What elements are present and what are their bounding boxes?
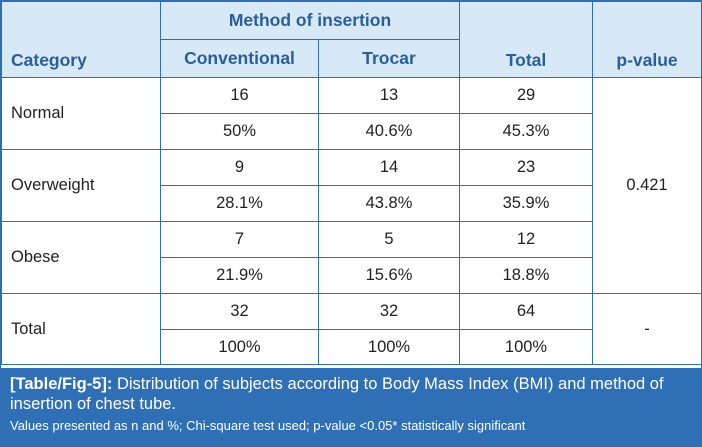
p-value-total-cell: - <box>592 293 702 365</box>
conventional-percent: 50% <box>160 113 319 150</box>
conventional-count: 9 <box>160 149 319 186</box>
total-percent: 18.8% <box>459 257 594 294</box>
header-conventional: Conventional <box>160 39 319 78</box>
total-count: 23 <box>459 149 594 186</box>
bmi-distribution-table: Category Method of insertion Total p-val… <box>1 1 702 365</box>
trocar-count: 14 <box>317 149 461 186</box>
figure-label: [Table/Fig-5]: <box>10 375 113 393</box>
conventional-count: 16 <box>160 77 319 114</box>
header-category: Category <box>1 1 161 78</box>
header-row-1: Category Method of insertion Total p-val… <box>1 1 702 78</box>
total-percent: 100% <box>459 329 594 365</box>
trocar-count: 32 <box>317 293 461 330</box>
category-cell-total: Total <box>1 293 161 365</box>
table-row: Normal 16 13 29 0.421 <box>1 77 702 294</box>
conventional-percent: 21.9% <box>160 257 319 294</box>
table-row: 21.9% 15.6% 18.8% <box>2 257 702 294</box>
table-caption: [Table/Fig-5]: Distribution of subjects … <box>1 368 701 446</box>
conventional-count: 32 <box>160 293 319 330</box>
table-row: 100% 100% 100% <box>2 329 702 365</box>
table-row: 28.1% 43.8% 35.9% <box>2 185 702 222</box>
p-value-cell: 0.421 <box>592 77 702 294</box>
header-trocar: Trocar <box>317 39 461 78</box>
total-count: 29 <box>459 77 594 114</box>
total-count: 12 <box>459 221 594 258</box>
conventional-percent: 28.1% <box>160 185 319 222</box>
table-row: Total 32 32 64 - <box>1 293 702 365</box>
trocar-count: 5 <box>317 221 461 258</box>
total-percent: 45.3% <box>459 113 594 150</box>
table-row: Overweight 9 14 23 <box>1 149 702 222</box>
header-p-value: p-value <box>592 1 702 78</box>
header-total: Total <box>459 1 594 78</box>
trocar-percent: 100% <box>317 329 461 365</box>
caption-footnote: Values presented as n and %; Chi-square … <box>10 418 526 433</box>
caption-title: [Table/Fig-5]: Distribution of subjects … <box>10 374 692 414</box>
trocar-percent: 15.6% <box>317 257 461 294</box>
category-cell-normal: Normal <box>1 77 161 150</box>
conventional-count: 7 <box>160 221 319 258</box>
trocar-percent: 40.6% <box>317 113 461 150</box>
category-cell-obese: Obese <box>1 221 161 294</box>
total-percent: 35.9% <box>459 185 594 222</box>
table-row: 50% 40.6% 45.3% <box>2 113 702 150</box>
trocar-percent: 43.8% <box>317 185 461 222</box>
header-method-of-insertion: Method of insertion <box>159 1 461 40</box>
caption-text: Distribution of subjects according to Bo… <box>10 375 664 413</box>
conventional-percent: 100% <box>160 329 319 365</box>
total-count: 64 <box>459 293 594 330</box>
header-row-2: Conventional Trocar <box>2 39 702 78</box>
category-cell-overweight: Overweight <box>1 149 161 222</box>
trocar-count: 13 <box>317 77 461 114</box>
